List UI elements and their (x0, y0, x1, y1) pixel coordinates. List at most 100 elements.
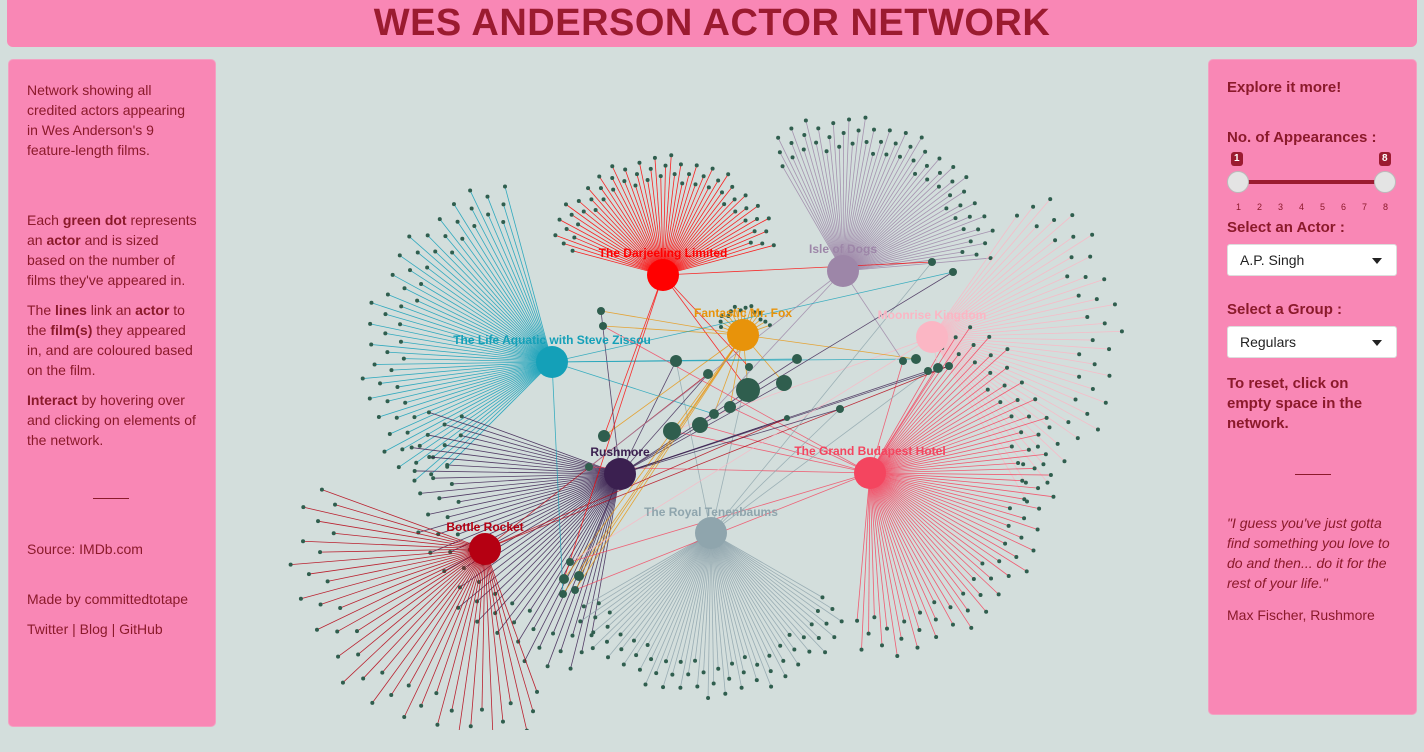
actor-dot[interactable] (425, 233, 430, 238)
actor-dot[interactable] (355, 629, 360, 634)
actor-dot[interactable] (1076, 293, 1081, 298)
actor-dot[interactable] (743, 193, 748, 198)
actor-dot[interactable] (937, 156, 942, 161)
actor-dot[interactable] (693, 182, 698, 187)
actor-dot[interactable] (383, 312, 388, 317)
actor-dot[interactable] (589, 633, 594, 638)
actor-dot[interactable] (796, 662, 801, 667)
twitter-link[interactable]: Twitter (27, 621, 69, 637)
actor-dot[interactable] (1031, 548, 1036, 553)
actor-dot[interactable] (652, 155, 657, 160)
actor-dot[interactable] (301, 505, 306, 510)
actor-dot[interactable] (769, 684, 774, 689)
actor-dot[interactable] (501, 220, 506, 225)
actor-dot[interactable] (449, 708, 454, 713)
actor-dot[interactable] (1021, 462, 1026, 467)
actor-dot[interactable] (1044, 415, 1049, 420)
actor-dot[interactable] (367, 396, 372, 401)
actor-dot[interactable] (987, 334, 992, 339)
actor-dot[interactable] (976, 227, 981, 232)
actor-dot[interactable] (1048, 197, 1053, 202)
actor-dot[interactable] (899, 357, 907, 365)
actor-dot[interactable] (1035, 444, 1040, 449)
actor-dot[interactable] (789, 141, 794, 146)
actor-dot[interactable] (397, 253, 402, 258)
actor-dot[interactable] (863, 115, 868, 120)
actor-dot[interactable] (1103, 400, 1108, 405)
actor-dot[interactable] (878, 139, 883, 144)
actor-dot[interactable] (527, 608, 532, 613)
actor-dot[interactable] (412, 478, 417, 483)
actor-dot[interactable] (1085, 411, 1090, 416)
actor-dot[interactable] (1047, 425, 1052, 430)
actor-dot[interactable] (598, 430, 610, 442)
actor-dot[interactable] (597, 307, 605, 315)
actor-dot[interactable] (755, 662, 760, 667)
actor-dot[interactable] (1083, 274, 1088, 279)
actor-dot[interactable] (790, 155, 795, 160)
actor-dot[interactable] (1070, 213, 1075, 218)
actor-dot[interactable] (1019, 380, 1024, 385)
actor-dot[interactable] (637, 160, 642, 165)
actor-dot[interactable] (1034, 224, 1039, 229)
actor-dot[interactable] (459, 414, 464, 419)
actor-dot[interactable] (911, 158, 916, 163)
actor-dot[interactable] (778, 643, 783, 648)
actor-dot[interactable] (983, 241, 988, 246)
actor-dot[interactable] (934, 635, 939, 640)
actor-dot[interactable] (749, 304, 754, 309)
actor-dot[interactable] (960, 250, 965, 255)
actor-dot[interactable] (395, 385, 400, 390)
actor-dot[interactable] (809, 622, 814, 627)
actor-dot[interactable] (409, 445, 414, 450)
actor-dot[interactable] (1051, 494, 1056, 499)
actor-dot[interactable] (949, 268, 957, 276)
actor-dot[interactable] (739, 685, 744, 690)
actor-dot[interactable] (1026, 447, 1031, 452)
actor-dot[interactable] (932, 600, 937, 605)
actor-dot[interactable] (1003, 541, 1008, 546)
actor-dot[interactable] (564, 226, 569, 231)
actor-dot[interactable] (394, 415, 399, 420)
actor-dot[interactable] (426, 512, 431, 517)
actor-dot[interactable] (531, 627, 536, 632)
actor-dot[interactable] (618, 632, 623, 637)
actor-dot[interactable] (816, 126, 821, 131)
actor-dot[interactable] (670, 355, 682, 367)
actor-dot[interactable] (611, 187, 616, 192)
actor-dot[interactable] (978, 593, 983, 598)
actor-dot[interactable] (1005, 347, 1010, 352)
actor-dot[interactable] (368, 321, 373, 326)
actor-dot[interactable] (1020, 478, 1025, 483)
actor-dot[interactable] (884, 152, 889, 157)
actor-dot[interactable] (974, 252, 979, 257)
actor-dot[interactable] (758, 317, 763, 322)
actor-dot[interactable] (425, 432, 430, 437)
actor-dot[interactable] (953, 216, 958, 221)
actor-dot[interactable] (871, 151, 876, 156)
actor-dot[interactable] (1090, 338, 1095, 343)
actor-dot[interactable] (972, 201, 977, 206)
actor-dot[interactable] (451, 202, 456, 207)
actor-dot[interactable] (412, 468, 417, 473)
actor-dot[interactable] (333, 502, 338, 507)
actor-dot[interactable] (733, 209, 738, 214)
actor-dot[interactable] (1009, 414, 1014, 419)
actor-dot[interactable] (1088, 254, 1093, 259)
actor-dot[interactable] (512, 620, 517, 625)
actor-dot[interactable] (783, 674, 788, 679)
actor-dot[interactable] (760, 241, 765, 246)
actor-dot[interactable] (389, 368, 394, 373)
actor-dot[interactable] (654, 671, 659, 676)
actor-dot[interactable] (661, 685, 666, 690)
actor-dot[interactable] (610, 176, 615, 181)
actor-dot[interactable] (571, 586, 579, 594)
actor-dot[interactable] (1065, 274, 1070, 279)
actor-dot[interactable] (1033, 397, 1038, 402)
actor-dot[interactable] (485, 194, 490, 199)
actor-dot[interactable] (301, 539, 306, 544)
actor-dot[interactable] (1102, 321, 1107, 326)
actor-dot[interactable] (598, 186, 603, 191)
actor-dot[interactable] (407, 234, 412, 239)
actor-dot[interactable] (435, 722, 440, 727)
